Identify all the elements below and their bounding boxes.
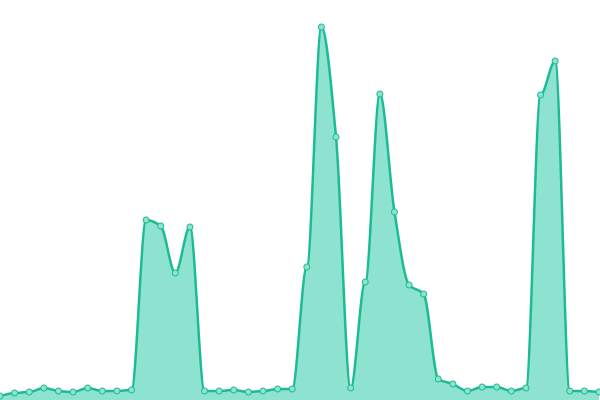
point: [449, 380, 457, 388]
point: [0, 392, 4, 400]
point: [493, 383, 501, 391]
point: [551, 57, 559, 65]
point: [405, 281, 413, 289]
point: [595, 388, 600, 396]
point: [347, 384, 355, 392]
point: [215, 387, 223, 395]
point: [464, 387, 472, 395]
point: [201, 387, 209, 395]
point: [274, 385, 282, 393]
point: [537, 91, 545, 99]
point: [98, 387, 106, 395]
point: [127, 386, 135, 394]
point: [566, 387, 574, 395]
point: [157, 222, 165, 230]
point: [186, 223, 194, 231]
point: [580, 387, 588, 395]
point: [390, 208, 398, 216]
point: [69, 388, 77, 396]
point: [230, 386, 238, 394]
point: [420, 290, 428, 298]
point: [361, 278, 369, 286]
point: [317, 23, 325, 31]
point: [40, 384, 48, 392]
point: [142, 216, 150, 224]
point: [54, 387, 62, 395]
point: [84, 384, 92, 392]
point: [376, 90, 384, 98]
point: [303, 263, 311, 271]
point: [259, 387, 267, 395]
point: [171, 269, 179, 277]
point: [25, 388, 33, 396]
point: [434, 375, 442, 383]
point: [478, 383, 486, 391]
point: [244, 388, 252, 396]
line: [0, 25, 600, 398]
point: [113, 387, 121, 395]
area: [0, 27, 599, 400]
point: [332, 133, 340, 141]
point: [11, 389, 19, 397]
point: [507, 387, 515, 395]
point: [288, 385, 296, 393]
point: [522, 384, 530, 392]
